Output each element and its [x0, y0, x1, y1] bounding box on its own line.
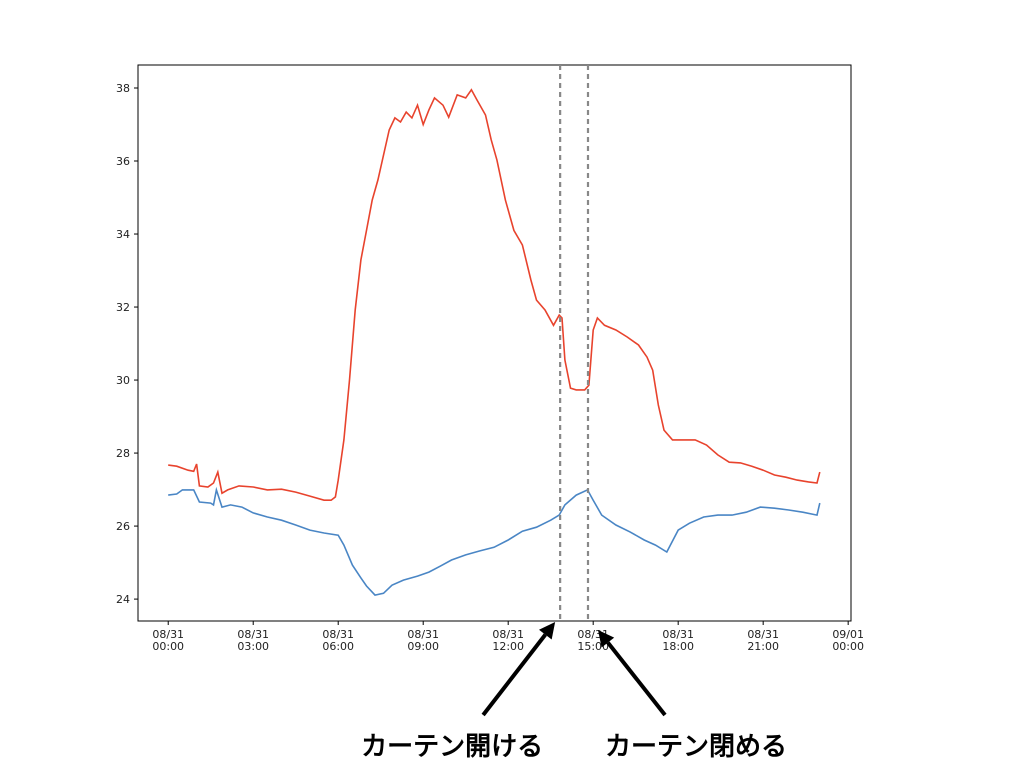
- x-tick-label: 09/01 00:00: [832, 628, 864, 653]
- y-tick-label: 24: [116, 593, 130, 606]
- plot-frame: [137, 64, 852, 622]
- x-tick-label: 08/31 18:00: [662, 628, 694, 653]
- annotation-arrow: [481, 633, 547, 717]
- x-tick-label: 08/31 12:00: [492, 628, 524, 653]
- y-tick-label: 30: [116, 374, 130, 387]
- series-line: [168, 486, 821, 596]
- x-tick-label: 08/31 00:00: [152, 628, 184, 653]
- y-tick-label: 36: [116, 155, 130, 168]
- x-tick-label: 08/31 03:00: [237, 628, 269, 653]
- y-tick-label: 38: [116, 82, 130, 95]
- series-line: [168, 88, 821, 501]
- y-tick-label: 26: [116, 520, 130, 533]
- y-tick-label: 34: [116, 228, 130, 241]
- x-tick-label: 08/31 21:00: [747, 628, 779, 653]
- x-tick-label: 08/31 06:00: [322, 628, 354, 653]
- y-tick-label: 32: [116, 301, 130, 314]
- annotation-arrowhead: [597, 630, 615, 648]
- annotation-label: カーテン閉める: [605, 732, 787, 762]
- annotation-label: カーテン開ける: [361, 732, 543, 762]
- y-tick-label: 28: [116, 447, 130, 460]
- annotation-arrow: [606, 641, 667, 717]
- x-tick-label: 08/31 09:00: [407, 628, 439, 653]
- annotation-arrowhead: [539, 622, 556, 640]
